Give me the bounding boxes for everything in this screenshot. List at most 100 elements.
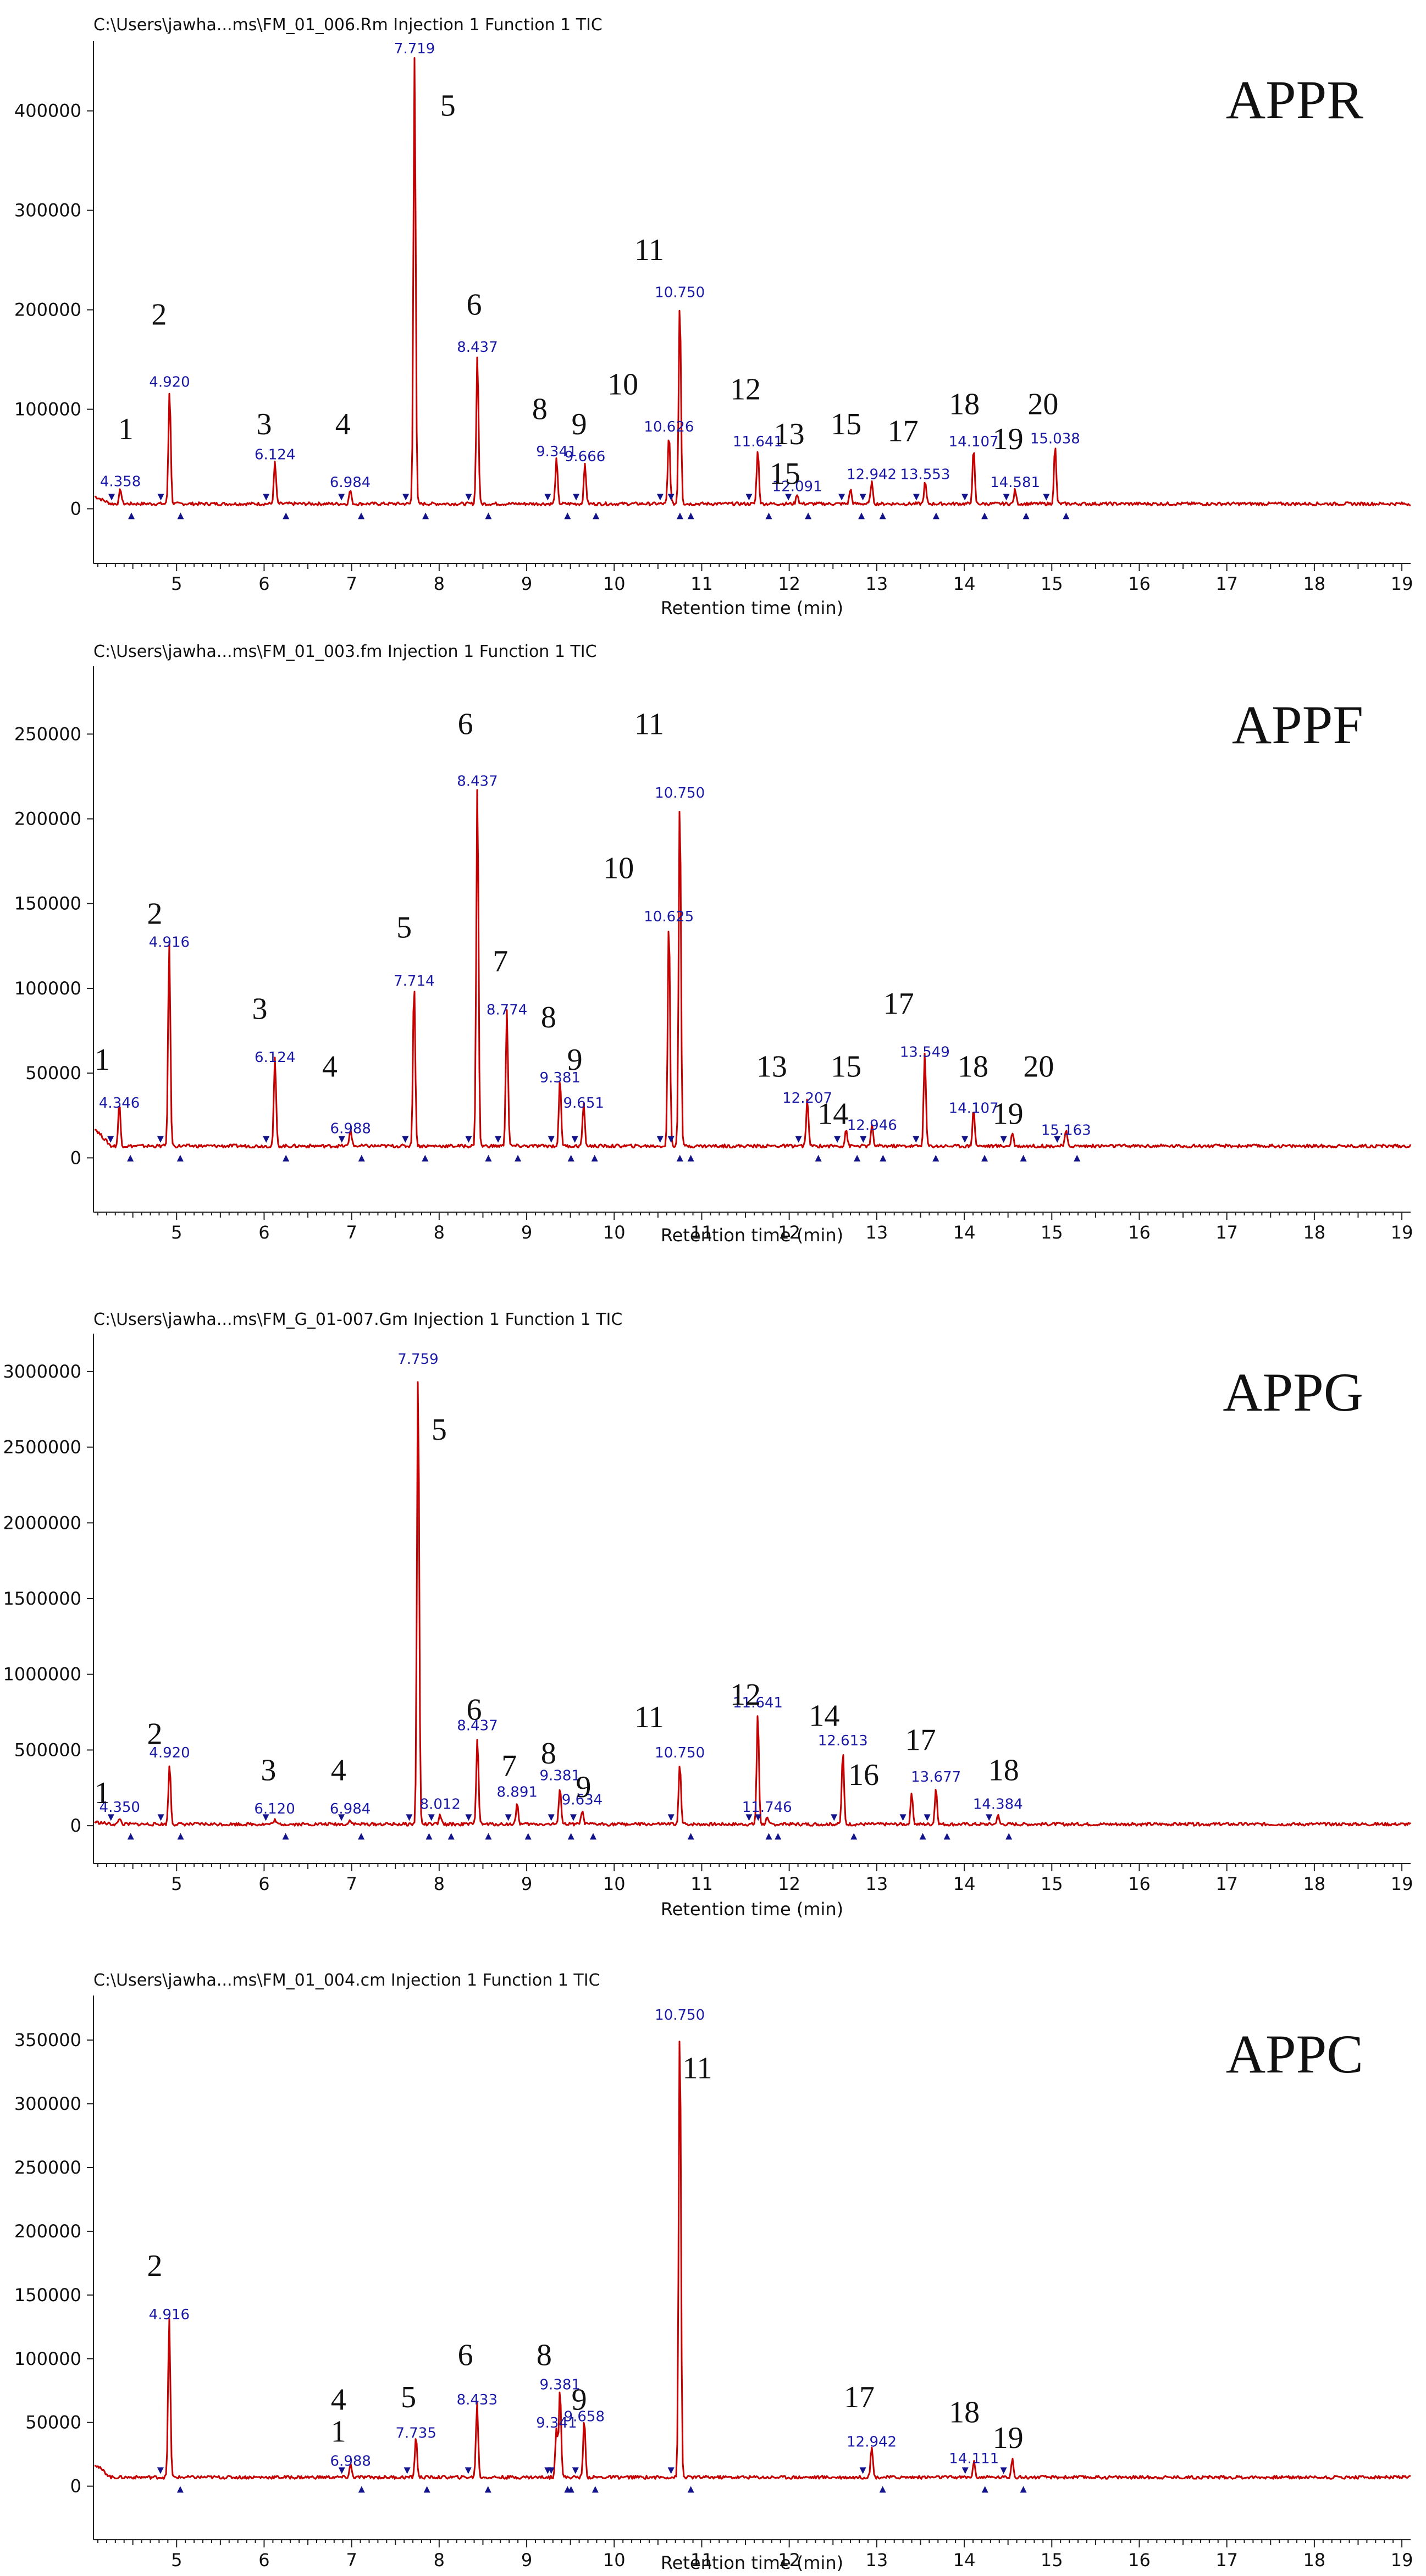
peak-start-marker xyxy=(495,1136,502,1143)
peak-number: 6 xyxy=(458,2338,473,2372)
peak-end-marker xyxy=(422,512,429,519)
y-tick-label: 2000000 xyxy=(3,1512,81,1533)
peak-rt-label: 7.759 xyxy=(397,1351,438,1368)
x-tick-label: 16 xyxy=(1128,573,1151,594)
peak-start-marker xyxy=(961,2467,969,2474)
peak-rt-label: 9.341 xyxy=(536,444,577,460)
peak-start-marker xyxy=(667,1814,675,1821)
peak-rt-label: 4.920 xyxy=(149,374,190,390)
peak-rt-label: 10.750 xyxy=(655,2007,705,2024)
peak-start-marker xyxy=(745,494,753,501)
peak-rt-label: 14.111 xyxy=(949,2451,999,2467)
y-tick-label: 500000 xyxy=(14,1739,81,1760)
peak-rt-label: 9.658 xyxy=(564,2408,605,2425)
peak-rt-label: 4.350 xyxy=(100,1799,140,1816)
peak-number: 15 xyxy=(831,407,861,441)
peak-start-marker xyxy=(913,494,920,501)
peak-number: 7 xyxy=(501,1749,517,1783)
peak-number: 20 xyxy=(1027,388,1058,422)
x-tick-label: 11 xyxy=(690,1222,713,1243)
peak-start-marker xyxy=(913,1136,920,1143)
x-tick-label: 6 xyxy=(258,1873,269,1894)
x-tick-label: 5 xyxy=(171,1873,182,1894)
y-tick-label: 200000 xyxy=(14,2221,81,2242)
y-tick-label: 200000 xyxy=(14,809,81,830)
peak-number: 5 xyxy=(440,89,456,123)
peak-number: 18 xyxy=(949,2396,980,2430)
x-tick-label: 14 xyxy=(953,1222,976,1243)
x-tick-label: 15 xyxy=(1041,1222,1063,1243)
peak-end-marker xyxy=(358,512,365,519)
peak-start-marker xyxy=(1003,494,1010,501)
peak-number: 14 xyxy=(809,1699,839,1733)
peak-rt-label: 8.437 xyxy=(457,773,498,789)
peak-number: 8 xyxy=(541,1000,556,1035)
peak-start-marker xyxy=(108,494,115,501)
peak-start-marker xyxy=(338,494,345,501)
peak-end-marker xyxy=(485,1833,492,1840)
peak-start-marker xyxy=(795,1136,802,1143)
peak-end-marker xyxy=(1022,512,1030,519)
peak-end-marker xyxy=(1005,1833,1013,1840)
y-tick-label: 300000 xyxy=(14,2093,81,2114)
peak-rt-label: 6.988 xyxy=(330,1120,371,1137)
peak-rt-label: 15.163 xyxy=(1041,1123,1091,1139)
peak-start-marker xyxy=(465,1136,472,1143)
peak-start-marker xyxy=(860,1136,867,1143)
peak-rt-label: 7.714 xyxy=(394,973,434,990)
chart-panel-2: C:\Users\jawha...ms\FM_01_003.fm Injecti… xyxy=(14,642,1413,1246)
peak-end-marker xyxy=(485,512,492,519)
peak-end-marker xyxy=(981,2486,988,2493)
y-tick-label: 1500000 xyxy=(3,1588,81,1609)
peak-number: 4 xyxy=(322,1049,338,1084)
peak-rt-label: 8.437 xyxy=(457,339,498,356)
peak-end-marker xyxy=(358,2486,365,2493)
peak-end-marker xyxy=(854,1154,861,1162)
peak-end-marker xyxy=(676,512,683,519)
peak-rt-label: 8.774 xyxy=(487,1002,527,1019)
peak-rt-label: 11.641 xyxy=(733,434,783,450)
peak-end-marker xyxy=(127,1833,134,1840)
y-tick-label: 3000000 xyxy=(3,1361,81,1382)
panel-title: APPR xyxy=(1226,69,1363,130)
chart-panel-4: C:\Users\jawha...ms\FM_01_004.cm Injecti… xyxy=(14,1971,1413,2573)
peak-rt-label: 14.107 xyxy=(949,434,999,450)
peak-number: 18 xyxy=(988,1754,1019,1788)
peak-end-marker xyxy=(524,1833,532,1840)
chart-panel-3: C:\Users\jawha...ms\FM_G_01-007.Gm Injec… xyxy=(3,1310,1413,1920)
x-tick-label: 15 xyxy=(1041,573,1063,594)
peak-start-marker xyxy=(263,494,270,501)
peak-start-marker xyxy=(859,494,866,501)
peak-start-marker xyxy=(428,1814,435,1821)
peak-rt-label: 14.107 xyxy=(949,1100,999,1116)
y-tick-label: 100000 xyxy=(14,2348,81,2369)
peak-start-marker xyxy=(262,1814,269,1821)
y-tick-label: 50000 xyxy=(25,2412,81,2433)
y-tick-label: 300000 xyxy=(14,200,81,221)
y-tick-label: 400000 xyxy=(14,101,81,121)
peak-number: 10 xyxy=(607,367,638,401)
peak-end-marker xyxy=(423,2486,430,2493)
peak-number: 15 xyxy=(770,457,800,491)
peak-end-marker xyxy=(879,2486,886,2493)
peak-start-marker xyxy=(157,494,164,501)
y-tick-label: 250000 xyxy=(14,2157,81,2178)
x-axis-label: Retention time (min) xyxy=(661,598,843,618)
x-tick-label: 15 xyxy=(1041,1873,1063,1894)
y-tick-label: 0 xyxy=(70,2476,81,2497)
tic-trace xyxy=(94,57,1411,506)
peak-start-marker xyxy=(107,1136,114,1143)
peak-start-marker xyxy=(157,2467,164,2474)
peak-number: 2 xyxy=(147,1717,162,1751)
peak-rt-label: 9.381 xyxy=(539,2376,580,2393)
panel-title: APPC xyxy=(1226,2024,1363,2085)
peak-start-marker xyxy=(1043,494,1050,501)
tic-trace xyxy=(94,789,1412,1149)
peak-end-marker xyxy=(282,1833,289,1840)
x-tick-label: 16 xyxy=(1128,1873,1151,1894)
peak-end-marker xyxy=(676,1154,683,1162)
peak-rt-label: 12.942 xyxy=(847,2434,897,2451)
x-tick-label: 8 xyxy=(434,1873,445,1894)
peak-number: 1 xyxy=(118,412,134,446)
